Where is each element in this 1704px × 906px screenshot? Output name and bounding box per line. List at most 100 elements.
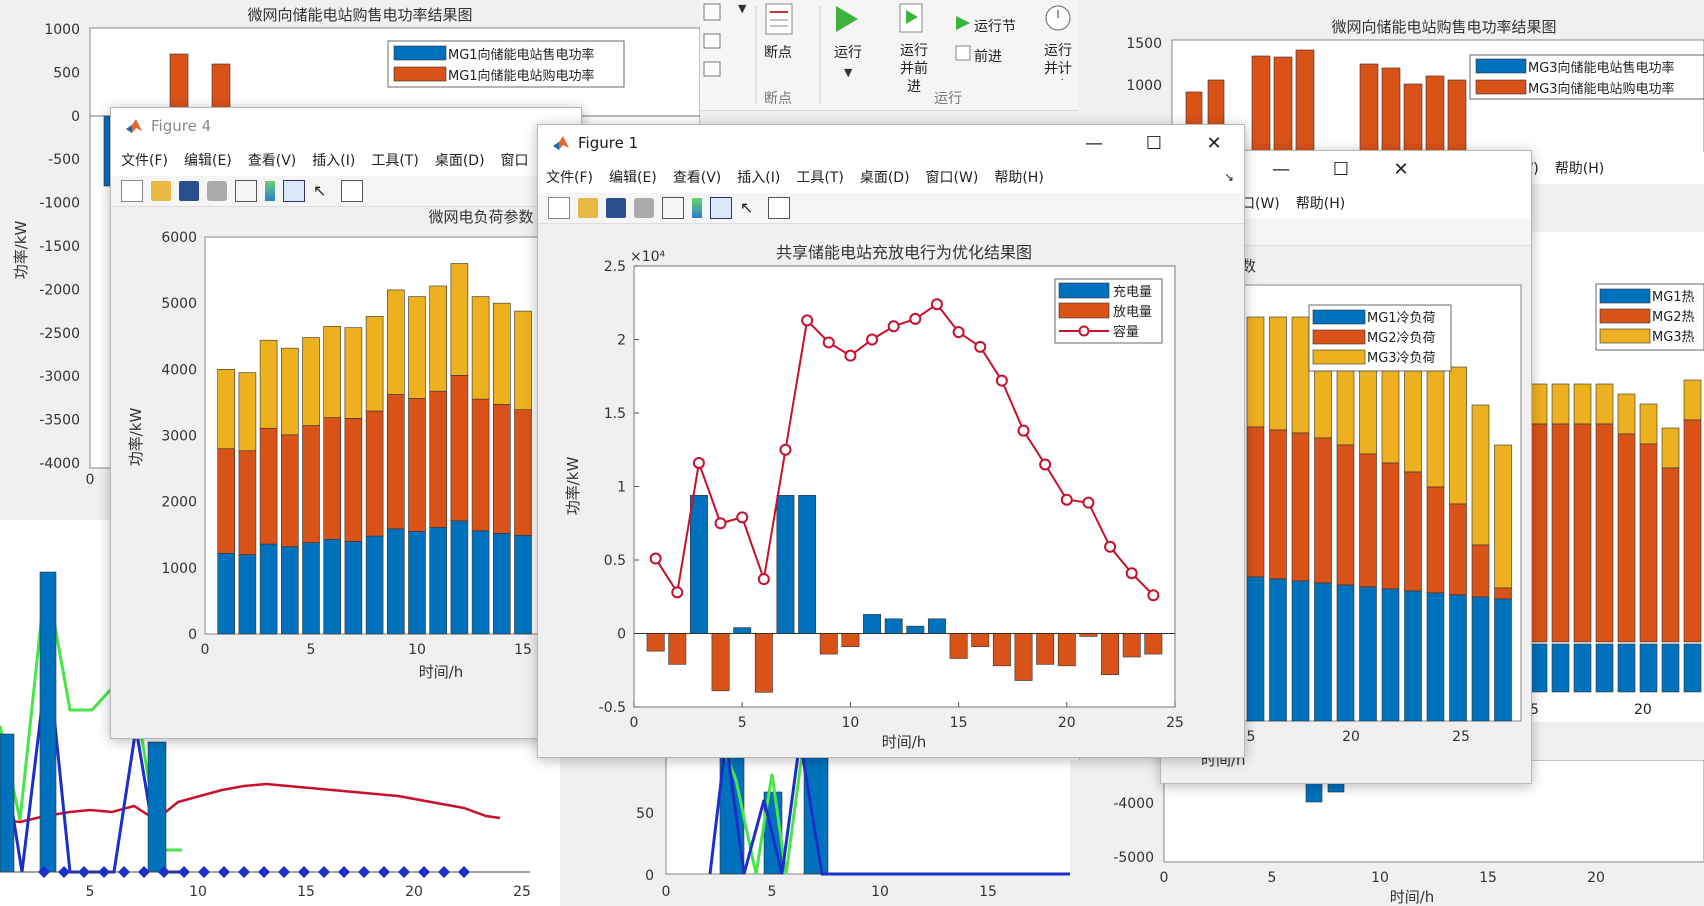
bg-lines-mid-svg: 50 0 0 5 10 15 [560,740,1080,906]
bg-mg1-ytick: 0 [71,109,80,125]
property-inspector-icon[interactable] [341,180,363,202]
fig1-menu-edit[interactable]: 编辑(E) [608,170,657,186]
fig4-stacked-bar [365,316,384,412]
fig4-xtick: 5 [307,642,316,658]
fig1-title: 共享储能电站充放电行为优化结果图 [776,243,1032,262]
fig1-close-button[interactable]: ✕ [1206,132,1222,154]
ribbon-breakpoints-button[interactable]: 断点 [764,45,792,61]
fig1-xtick: 20 [1058,715,1076,731]
fig1-menu-view[interactable]: 查看(V) [672,170,722,186]
bg-figure-mg3-power: 微网向储能电站购售电功率结果图 1500 1000 MG3向储能电站售电功率 M… [1078,0,1704,160]
bg-mg3-legend-item: MG3向储能电站购电功率 [1528,81,1675,97]
bg-mg3-bar [1403,83,1423,160]
legend-icon[interactable] [710,197,732,219]
open-file-icon[interactable] [151,181,171,201]
cooling-bar [1291,316,1310,434]
fig4-menu-tools[interactable]: 工具(T) [371,153,419,169]
fig4-stacked-bar [238,554,257,635]
fig4-menu-desktop[interactable]: 桌面(D) [434,153,485,169]
ribbon-run-time-button[interactable]: 运行并计时 [1044,43,1072,80]
print-icon[interactable] [207,181,227,201]
colorbar-icon[interactable] [265,181,275,201]
cooling-bar [1246,316,1265,428]
ribbon-run-section-button[interactable]: 运行节 [974,19,1016,35]
ribbon-run-advance-button[interactable]: 运行并前进 [900,43,928,95]
ribbon-advance-button[interactable]: 前进 [974,49,1002,65]
fig1-maximize-button[interactable]: ☐ [1145,132,1163,154]
save-icon[interactable] [179,181,199,201]
cooling-xtick: 5 [1247,729,1256,745]
bg-br-xtick: 5 [1268,870,1277,886]
cooling-legend: MG1冷负荷 MG2冷负荷 MG3冷负荷 [1308,304,1452,372]
fig1-legend-item: 容量 [1113,324,1139,340]
property-inspector-icon[interactable] [768,197,790,219]
colorbar-icon[interactable] [692,198,702,218]
fig4-stacked-bar [514,409,532,536]
fig4-menu-window[interactable]: 窗口 [500,153,529,169]
fig4-menu-view[interactable]: 查看(V) [247,153,297,169]
bg-lines-diamond-marker [458,866,470,878]
ribbon-breakpoints-group: 断点 [764,91,792,107]
cooling-close-button[interactable]: ✕ [1393,158,1409,180]
save-icon[interactable] [606,198,626,218]
fig4-menu-file[interactable]: 文件(F) [121,153,168,169]
fig1-capacity-point [757,573,770,586]
fig4-ytick: 3000 [161,429,197,445]
pointer-icon[interactable]: ↖ [740,198,754,217]
cooling-minimize-button[interactable]: — [1272,158,1290,180]
fig1-menu-window[interactable]: 窗口(W) [925,170,979,186]
open-file-icon[interactable] [578,198,598,218]
fig4-menubar: 文件(F) 编辑(E) 查看(V) 插入(I) 工具(T) 桌面(D) 窗口 [111,144,581,176]
fig4-stacked-bar [365,535,384,635]
new-figure-icon[interactable] [548,197,570,219]
fig1-bar-discharge [971,633,990,648]
fig4-stacked-bar [386,394,405,530]
ribbon-run-button[interactable]: 运行 [834,45,862,61]
bg-mg3-svg: 微网向储能电站购售电功率结果图 1500 1000 MG3向储能电站售电功率 M… [1078,0,1704,160]
bg-mg3-bar [1295,49,1315,160]
fig4-stacked-bar [302,542,320,635]
print-icon[interactable] [634,198,654,218]
fig4-chart: 微网电负荷参数 功率/kW 时间/h 6000 5000 4000 3000 2000 1… [127,208,581,681]
fig1-bar-discharge [1036,633,1055,665]
bg-br-xlabel: 时间/h [1390,888,1435,906]
fig1-menu-insert[interactable]: 插入(I) [737,170,781,186]
matlab-logo-icon [126,119,142,133]
fig1-bar-discharge [1122,633,1141,658]
bg-lines-diamond-marker [178,866,190,878]
new-figure-icon[interactable] [121,180,143,202]
fig1-ytick: 2.5 [604,259,626,275]
fig1-menu-desktop[interactable]: 桌面(D) [859,170,910,186]
fig1-minimize-button[interactable]: — [1085,132,1103,154]
cooling-menu-help[interactable]: 帮助(H) [1295,196,1346,212]
fig1-menu-file[interactable]: 文件(F) [546,170,593,186]
legend-icon[interactable] [283,180,305,202]
cooling-bar [1269,578,1287,722]
pointer-icon[interactable]: ↖ [313,181,327,200]
bg-mg3-bar [1425,75,1445,160]
cooling-menu-window[interactable]: 口(W) [1241,196,1280,212]
cooling-bar [1336,444,1355,586]
cooling-bar [1269,429,1287,580]
fig1-legend-swatch-discharge [1058,302,1110,319]
fig4-stacked-bar [217,552,235,635]
fig1-menu-help[interactable]: 帮助(H) [994,170,1044,186]
bg-br-xtick: 15 [1479,870,1497,886]
cooling-bar [1381,588,1400,722]
link-plot-icon[interactable] [662,197,684,219]
fig1-bar-discharge [819,633,838,655]
dock-arrow-icon[interactable]: ↘ [1223,170,1234,184]
link-plot-icon[interactable] [235,180,257,202]
fig4-ytick: 6000 [161,230,197,246]
bg-lines-diamond-marker [118,866,130,878]
figure-1-storage-dispatch: Figure 1 — ☐ ✕ 文件(F) 编辑(E) 查看(V) 插入(I) 工… [537,124,1245,758]
bg-lines-diamond-marker [378,866,390,878]
heat-menu-help[interactable]: 帮助(H) [1554,161,1605,177]
fig1-capacity-point [1125,567,1138,580]
cooling-bar [1404,471,1422,592]
fig1-menu-tools[interactable]: 工具(T) [796,170,844,186]
fig4-menu-insert[interactable]: 插入(I) [312,153,356,169]
cooling-maximize-button[interactable]: ☐ [1332,158,1350,180]
fig4-stacked-bar [238,450,257,555]
fig4-menu-edit[interactable]: 编辑(E) [183,153,232,169]
